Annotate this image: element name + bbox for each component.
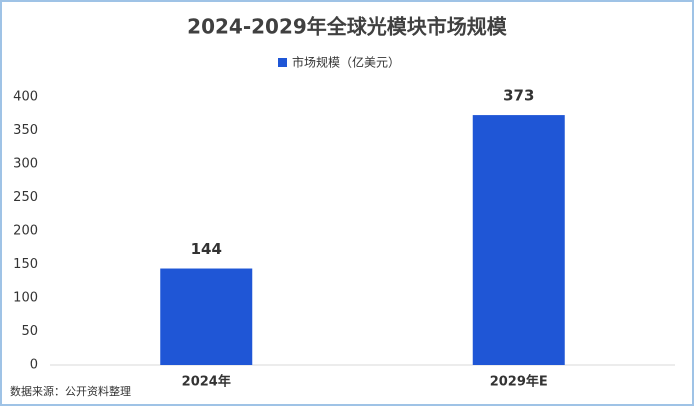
x-tick-label: 2029年E	[490, 374, 548, 390]
x-tick-label: 2024年	[182, 374, 231, 390]
bar	[472, 115, 565, 365]
source-note: 数据来源：公开资料整理	[10, 384, 131, 398]
y-tick-label: 200	[13, 224, 38, 239]
y-tick-label: 150	[13, 257, 38, 272]
y-tick-label: 400	[13, 90, 38, 105]
legend-swatch	[278, 58, 287, 67]
y-tick-label: 350	[13, 123, 38, 138]
value-label: 373	[503, 87, 534, 105]
y-tick-label: 100	[13, 291, 38, 306]
legend-label: 市场规模（亿美元）	[292, 55, 400, 70]
y-tick-label: 0	[30, 358, 38, 373]
chart-title: 2024-2029年全球光模块市场规模	[187, 15, 508, 39]
y-tick-label: 250	[13, 190, 38, 205]
value-label: 144	[191, 240, 222, 258]
bar	[160, 268, 253, 365]
y-tick-label: 300	[13, 157, 38, 172]
y-tick-label: 50	[21, 324, 38, 339]
